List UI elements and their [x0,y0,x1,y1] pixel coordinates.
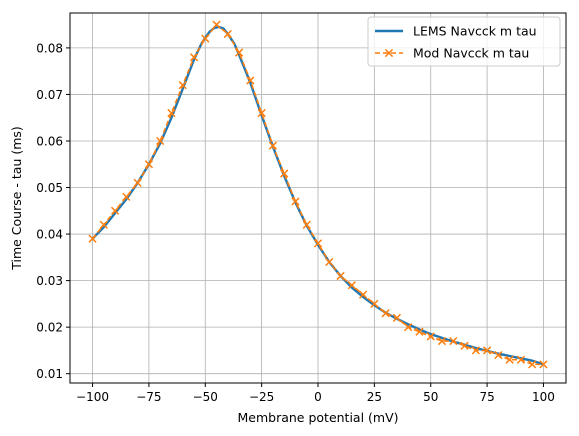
data-point-mod [167,108,176,118]
x-tick-label: 75 [479,390,494,404]
data-point-mod [336,271,345,281]
y-axis-ticks: 0.01 0.02 0.03 0.04 0.05 0.06 0.07 0.08 [36,41,70,381]
grid [70,13,566,383]
x-tick-label: −100 [76,390,109,404]
data-point-mod [358,290,368,299]
data-point-mod [110,206,120,215]
data-point-mod [189,53,199,62]
x-tick-label: −75 [136,390,161,404]
data-point-mod [313,239,323,248]
data-point-mod [404,323,413,332]
data-point-mod [291,197,300,206]
series-line-lems [91,25,544,366]
data-point-mod [122,192,131,201]
data-point-mod [460,341,469,350]
data-point-mod [257,108,266,118]
data-point-mod [223,29,232,39]
data-point-mod [88,234,97,243]
x-tick-label: 100 [532,390,555,404]
data-point-mod [234,48,244,57]
y-tick-label: 0.06 [36,134,63,148]
x-tick-label: 0 [314,390,322,404]
data-point-mod [268,141,278,150]
data-point-mod [528,360,537,369]
legend-box [367,16,561,67]
x-tick-label: 25 [367,390,382,404]
data-point-mod [212,20,221,29]
data-point-mod [325,257,334,267]
y-tick-label: 0.02 [36,321,63,335]
data-point-mod [347,281,356,290]
data-point-mod [302,220,311,229]
legend-label-mod: Mod Navcck m tau [413,46,529,61]
data-point-mod [482,346,492,355]
data-point-mod [144,160,154,169]
legend-label-lems: LEMS Navcck m tau [413,24,537,39]
y-tick-label: 0.04 [36,228,63,242]
data-point-mod [449,336,458,346]
data-point-mod [516,355,526,364]
data-point-mod [471,346,480,355]
data-point-mod [415,327,424,336]
data-point-mod [426,332,435,341]
x-axis-ticks: −100 −75 −50 −25 0 25 50 75 100 [76,383,555,404]
y-tick-label: 0.03 [36,274,63,288]
y-tick-label: 0.08 [36,41,63,55]
x-tick-label: −25 [249,390,274,404]
legend: LEMS Navcck m tau Mod Navcck m tau [367,16,561,67]
data-point-mod [370,299,379,309]
plot-series [88,20,548,369]
data-point-mod [246,76,255,85]
data-point-mod [99,220,108,229]
legend-marker-mod [384,48,394,58]
data-point-mod [505,355,514,364]
data-point-mod [178,81,187,90]
y-tick-label: 0.07 [36,88,63,102]
y-axis-label: Time Course - tau (ms) [9,126,24,271]
x-axis-label: Membrane potential (mV) [237,410,398,425]
data-point-mod [201,34,210,43]
data-point-mod [494,350,503,360]
y-tick-label: 0.01 [36,367,63,381]
data-point-mod [280,169,289,178]
data-point-mod [539,360,548,369]
data-point-mod [381,309,390,318]
data-point-mod [133,178,142,188]
data-point-mod [437,336,447,346]
data-point-mod [156,136,165,146]
data-point-mod [392,313,402,322]
x-tick-label: −50 [193,390,218,404]
y-tick-label: 0.05 [36,181,63,195]
x-tick-label: 50 [423,390,438,404]
